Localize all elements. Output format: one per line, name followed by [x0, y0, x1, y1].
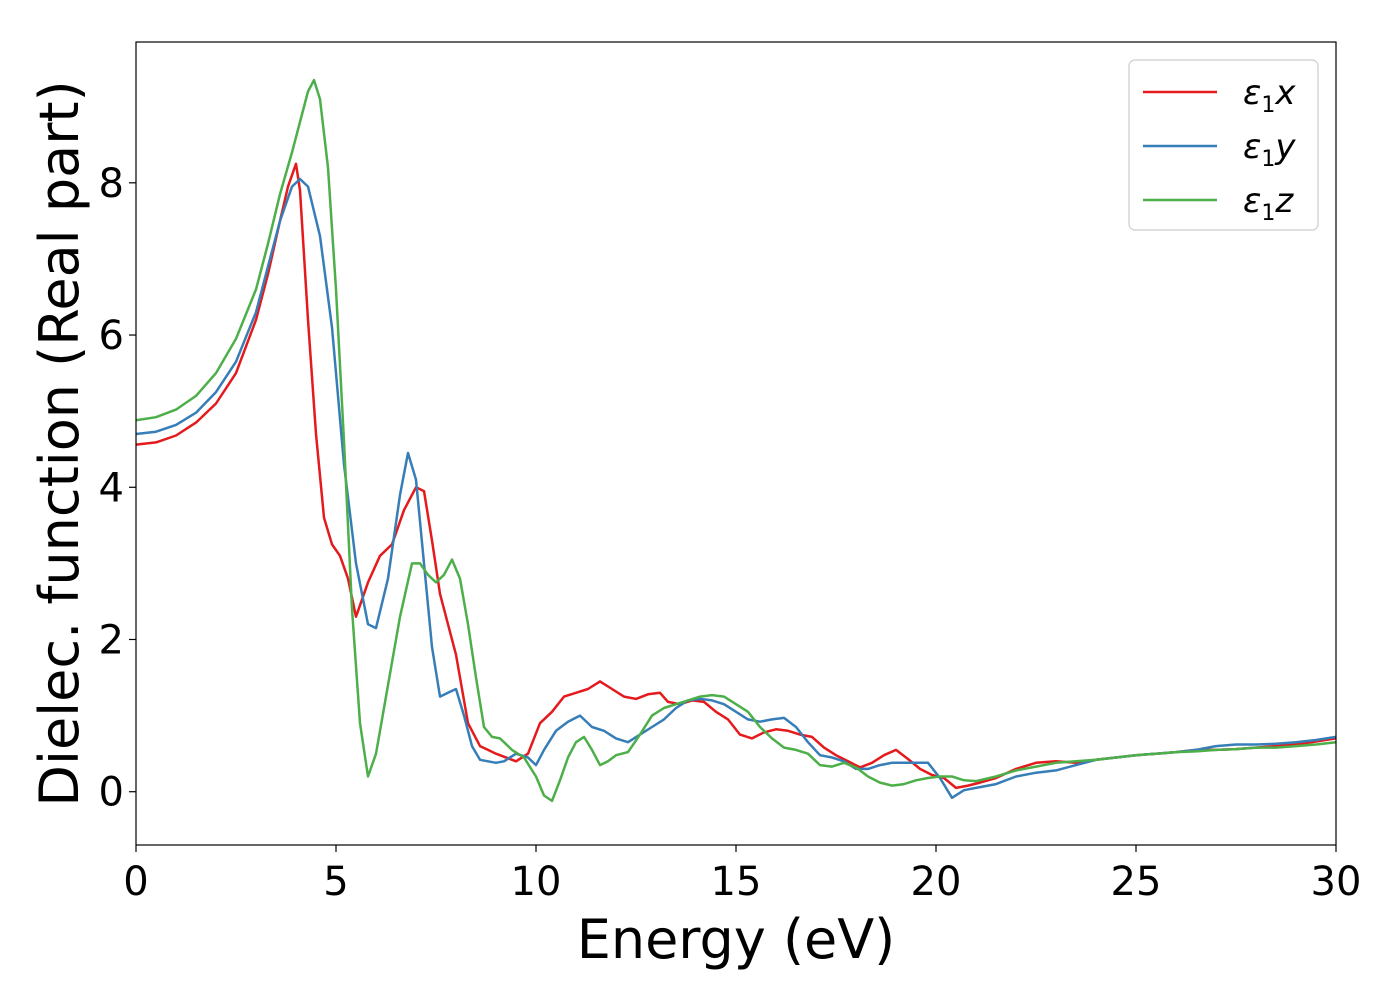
- legend-variable: x: [1274, 73, 1296, 113]
- legend-label-y: ε1y: [1243, 127, 1296, 172]
- x-tick-label: 25: [1111, 859, 1162, 905]
- x-axis-ticks: 0 5 10 15 20 25 30: [123, 845, 1361, 905]
- series-layer: [136, 78, 1336, 803]
- legend-symbol: ε: [1243, 181, 1261, 221]
- legend-subscript: 1: [1261, 147, 1275, 172]
- x-tick-label: 20: [911, 859, 962, 905]
- legend-label-x: ε1x: [1243, 73, 1296, 118]
- x-axis-label: Energy (eV): [577, 908, 896, 971]
- y-axis-ticks: 0 2 4 6 8: [99, 161, 136, 816]
- legend-box: [1128, 59, 1319, 231]
- x-tick-label: 10: [511, 859, 562, 905]
- legend-variable: y: [1274, 127, 1296, 167]
- y-tick-label: 4: [99, 465, 124, 511]
- legend-symbol: ε: [1243, 73, 1261, 113]
- x-tick-label: 30: [1311, 859, 1362, 905]
- legend-subscript: 1: [1261, 93, 1275, 118]
- x-tick-label: 5: [323, 859, 348, 905]
- x-tick-label: 0: [123, 859, 148, 905]
- legend-subscript: 1: [1261, 201, 1275, 226]
- legend-symbol: ε: [1243, 127, 1261, 167]
- series-line-x: [136, 162, 1336, 790]
- y-tick-label: 8: [99, 161, 124, 207]
- y-tick-label: 2: [99, 617, 124, 663]
- y-axis-label: Dielec. function (Real part): [28, 80, 91, 806]
- legend-variable: z: [1274, 181, 1294, 221]
- legend-label-z: ε1z: [1243, 181, 1294, 226]
- y-tick-label: 6: [99, 313, 124, 359]
- series-line-z: [136, 78, 1336, 803]
- series-line-y: [136, 177, 1336, 800]
- y-tick-label: 0: [99, 770, 124, 816]
- x-tick-label: 15: [711, 859, 762, 905]
